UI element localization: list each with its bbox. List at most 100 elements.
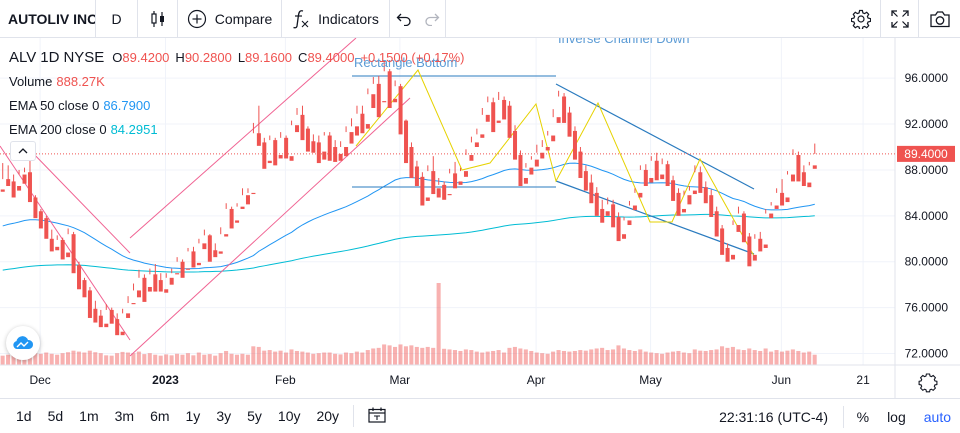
snapshot-button[interactable] bbox=[918, 0, 960, 38]
volume-bar bbox=[164, 354, 169, 365]
range-3m[interactable]: 3m bbox=[114, 408, 135, 424]
volume-bar bbox=[796, 350, 801, 365]
volume-bar bbox=[175, 353, 180, 365]
legend-collapse-button[interactable] bbox=[10, 141, 36, 161]
range-5d[interactable]: 5d bbox=[47, 408, 64, 424]
candle-body bbox=[436, 188, 441, 198]
volume-bar bbox=[567, 351, 572, 365]
ema200-legend-row[interactable]: EMA 200 close 0 84.2951 bbox=[9, 118, 471, 142]
percent-scale-button[interactable]: % bbox=[856, 408, 870, 425]
volume-bar bbox=[496, 350, 501, 365]
candle-body bbox=[414, 166, 419, 187]
candle-body bbox=[507, 105, 512, 138]
candle-body bbox=[660, 174, 665, 180]
price-chart[interactable]: Rectangle Bottom Inverse Channel Down 96… bbox=[0, 38, 960, 398]
volume-bar bbox=[616, 345, 621, 365]
candle-body bbox=[540, 152, 545, 159]
volume-bar bbox=[93, 352, 98, 365]
log-scale-button[interactable]: log bbox=[887, 408, 906, 425]
top-toolbar: AUTOLIV INC D Compare Indicators bbox=[0, 0, 960, 38]
range-20y[interactable]: 20y bbox=[316, 408, 340, 424]
redo-button[interactable] bbox=[418, 0, 446, 38]
rectangle-bottom-label: Rectangle Bottom bbox=[354, 55, 457, 70]
candle-body bbox=[344, 147, 349, 157]
tradingview-logo-button[interactable] bbox=[6, 326, 40, 360]
volume-bar bbox=[529, 350, 534, 365]
candle-body bbox=[224, 234, 229, 237]
candle-body bbox=[87, 290, 92, 318]
volume-bar bbox=[245, 354, 250, 365]
candle-body bbox=[709, 195, 714, 217]
volume-bar bbox=[611, 349, 616, 365]
undo-button[interactable] bbox=[390, 0, 418, 38]
ema50-legend-row[interactable]: EMA 50 close 0 86.7900 bbox=[9, 94, 471, 118]
volume-bar bbox=[654, 353, 659, 365]
axis-settings-button[interactable] bbox=[918, 373, 938, 393]
goto-date-button[interactable] bbox=[360, 407, 394, 426]
time-tick-label: Jun bbox=[772, 373, 791, 387]
candle-body bbox=[60, 239, 65, 260]
range-1y[interactable]: 1y bbox=[185, 408, 201, 424]
candle-body bbox=[567, 112, 572, 137]
candle-body bbox=[638, 192, 643, 198]
fullscreen-button[interactable] bbox=[880, 0, 918, 38]
candle-body bbox=[11, 181, 16, 198]
symbol-legend-row: ALV 1D NYSE O 89.4200 H 90.2800 L 89.1600 C… bbox=[9, 46, 471, 70]
range-3y[interactable]: 3y bbox=[216, 408, 232, 424]
volume-bar bbox=[316, 353, 321, 365]
range-10y[interactable]: 10y bbox=[277, 408, 301, 424]
interval-button[interactable]: D bbox=[96, 0, 138, 38]
fullscreen-icon bbox=[890, 10, 909, 28]
candle-body bbox=[518, 155, 523, 187]
volume-bar bbox=[474, 351, 479, 365]
volume-legend-row[interactable]: Volume 888.27K bbox=[9, 70, 471, 94]
clock[interactable]: 22:31:16 (UTC-4) bbox=[719, 399, 828, 433]
candle-body bbox=[180, 261, 185, 278]
volume-bar bbox=[769, 351, 774, 365]
volume-bar bbox=[720, 346, 725, 365]
candle-body bbox=[251, 192, 256, 195]
volume-bar bbox=[578, 350, 583, 365]
indicators-button[interactable]: Indicators bbox=[282, 0, 390, 38]
volume-bar bbox=[284, 352, 289, 365]
candle-body bbox=[93, 308, 98, 323]
candles-icon bbox=[150, 10, 164, 27]
range-1m[interactable]: 1m bbox=[79, 408, 99, 424]
candle-body bbox=[627, 220, 632, 226]
volume-bar bbox=[55, 354, 60, 365]
candle-body bbox=[311, 141, 316, 153]
candle-body bbox=[360, 113, 365, 134]
candle-body bbox=[349, 132, 354, 144]
volume-bar bbox=[403, 346, 408, 365]
inverse-channel-label: Inverse Channel Down bbox=[558, 38, 690, 46]
time-axis[interactable]: Dec 2023 Feb Mar Apr May Jun 21 bbox=[29, 373, 870, 387]
scale-options: % log auto bbox=[839, 399, 960, 433]
last-price-label: 89.4000 bbox=[904, 147, 948, 161]
candle-body bbox=[393, 98, 398, 103]
legend-ticker: ALV bbox=[9, 49, 37, 66]
chart-type-button[interactable] bbox=[138, 0, 178, 38]
volume-bar bbox=[267, 350, 272, 365]
volume-bar bbox=[752, 350, 757, 365]
range-5y[interactable]: 5y bbox=[247, 408, 262, 424]
settings-button[interactable] bbox=[842, 0, 880, 38]
candle-body bbox=[622, 234, 627, 239]
volume-bars bbox=[0, 283, 817, 365]
compare-button[interactable]: Compare bbox=[178, 0, 282, 38]
candle-body bbox=[698, 172, 703, 193]
volume-bar bbox=[556, 350, 561, 365]
volume-bar bbox=[452, 350, 457, 365]
volume-bar bbox=[485, 351, 490, 365]
auto-scale-button[interactable]: auto bbox=[923, 408, 951, 425]
ema-200-line bbox=[2, 213, 815, 273]
range-6m[interactable]: 6m bbox=[150, 408, 170, 424]
volume-bar bbox=[256, 346, 261, 365]
ema50-value: 86.7900 bbox=[103, 98, 151, 113]
price-axis[interactable]: 96.0000 92.0000 88.0000 84.0000 80.0000 76.00… bbox=[905, 71, 949, 360]
volume-bar bbox=[790, 349, 795, 365]
candle-body bbox=[458, 181, 463, 185]
volume-bar bbox=[153, 354, 158, 365]
candle-body bbox=[33, 197, 38, 219]
symbol-search[interactable]: AUTOLIV INC bbox=[0, 0, 96, 38]
range-1d[interactable]: 1d bbox=[16, 408, 32, 424]
